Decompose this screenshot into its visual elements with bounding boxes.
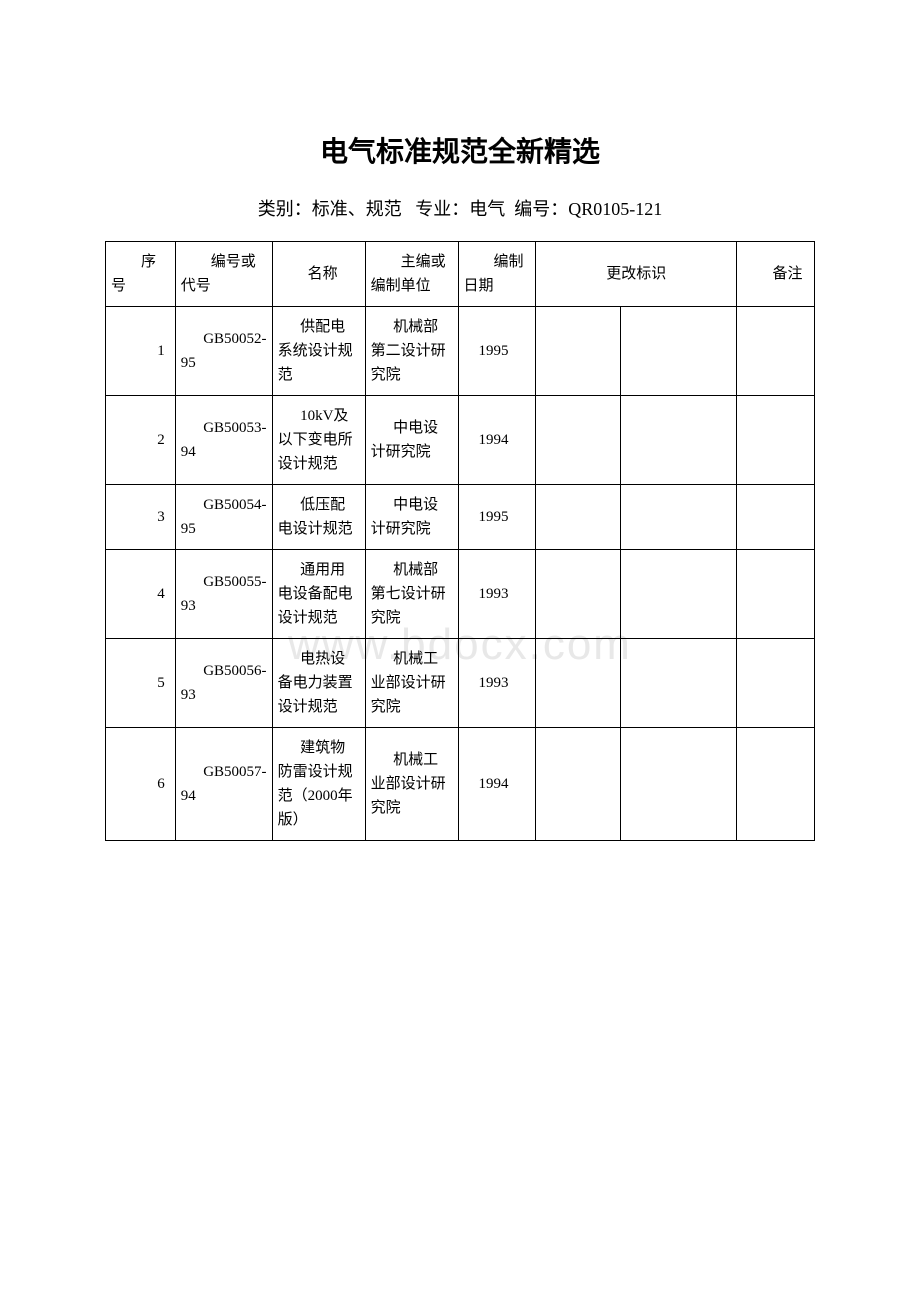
cell-code: GB50055-93	[175, 550, 272, 639]
cell-change-1	[536, 728, 621, 841]
cell-editor: 机械工业部设计研究院	[365, 639, 458, 728]
table-row: 6 GB50057-94 建筑物防雷设计规范（2000年版） 机械工业部设计研究…	[106, 728, 815, 841]
subtitle-line: 类别：标准、规范 专业：电气 编号：QR0105-121	[105, 195, 815, 221]
cell-editor: 机械部第二设计研究院	[365, 307, 458, 396]
cell-code: GB50053-94	[175, 396, 272, 485]
cell-name: 低压配电设计规范	[272, 485, 365, 550]
cell-note	[737, 485, 815, 550]
cell-note	[737, 396, 815, 485]
cell-note	[737, 550, 815, 639]
page-title: 电气标准规范全新精选	[105, 130, 815, 170]
category-value: 标准、规范	[312, 199, 402, 219]
header-name: 名称	[272, 242, 365, 307]
table-header-row: 序号 编号或代号 名称 主编或编制单位 编制日期 更改标识 备注	[106, 242, 815, 307]
cell-date: 1994	[458, 396, 535, 485]
table-row: 1 GB50052-95 供配电系统设计规范 机械部第二设计研究院 1995	[106, 307, 815, 396]
cell-change-2	[621, 550, 737, 639]
cell-change-2	[621, 639, 737, 728]
header-note: 备注	[737, 242, 815, 307]
major-value: 电气	[469, 199, 505, 219]
cell-note	[737, 307, 815, 396]
cell-editor: 中电设计研究院	[365, 396, 458, 485]
header-seq: 序号	[106, 242, 176, 307]
cell-name: 供配电系统设计规范	[272, 307, 365, 396]
cell-date: 1994	[458, 728, 535, 841]
cell-name: 10kV及以下变电所设计规范	[272, 396, 365, 485]
header-editor: 主编或编制单位	[365, 242, 458, 307]
cell-name: 建筑物防雷设计规范（2000年版）	[272, 728, 365, 841]
table-row: 4 GB50055-93 通用用电设备配电设计规范 机械部第七设计研究院 199…	[106, 550, 815, 639]
cell-change-1	[536, 550, 621, 639]
cell-code: GB50054-95	[175, 485, 272, 550]
cell-change-2	[621, 396, 737, 485]
cell-editor: 机械部第七设计研究院	[365, 550, 458, 639]
cell-date: 1995	[458, 485, 535, 550]
cell-editor: 中电设计研究院	[365, 485, 458, 550]
major-label: 专业：	[415, 199, 469, 219]
cell-change-1	[536, 396, 621, 485]
cell-note	[737, 639, 815, 728]
cell-code: GB50056-93	[175, 639, 272, 728]
cell-seq: 6	[106, 728, 176, 841]
cell-seq: 3	[106, 485, 176, 550]
table-row: 3 GB50054-95 低压配电设计规范 中电设计研究院 1995	[106, 485, 815, 550]
cell-change-1	[536, 307, 621, 396]
cell-change-2	[621, 728, 737, 841]
cell-seq: 4	[106, 550, 176, 639]
cell-date: 1993	[458, 639, 535, 728]
header-date: 编制日期	[458, 242, 535, 307]
table-row: 5 GB50056-93 电热设备电力装置设计规范 机械工业部设计研究院 199…	[106, 639, 815, 728]
cell-code: GB50052-95	[175, 307, 272, 396]
cell-change-1	[536, 639, 621, 728]
cell-seq: 1	[106, 307, 176, 396]
category-label: 类别：	[258, 199, 312, 219]
cell-code: GB50057-94	[175, 728, 272, 841]
cell-change-2	[621, 485, 737, 550]
cell-change-1	[536, 485, 621, 550]
standards-table: 序号 编号或代号 名称 主编或编制单位 编制日期 更改标识 备注 1 GB500…	[105, 241, 815, 841]
table-row: 2 GB50053-94 10kV及以下变电所设计规范 中电设计研究院 1994	[106, 396, 815, 485]
code-value: QR0105-121	[568, 199, 662, 219]
cell-date: 1993	[458, 550, 535, 639]
header-change: 更改标识	[536, 242, 737, 307]
cell-name: 通用用电设备配电设计规范	[272, 550, 365, 639]
header-code: 编号或代号	[175, 242, 272, 307]
cell-note	[737, 728, 815, 841]
table-body: 1 GB50052-95 供配电系统设计规范 机械部第二设计研究院 1995 2…	[106, 307, 815, 841]
cell-seq: 5	[106, 639, 176, 728]
cell-change-2	[621, 307, 737, 396]
code-label: 编号：	[514, 199, 568, 219]
cell-date: 1995	[458, 307, 535, 396]
cell-seq: 2	[106, 396, 176, 485]
cell-name: 电热设备电力装置设计规范	[272, 639, 365, 728]
cell-editor: 机械工业部设计研究院	[365, 728, 458, 841]
